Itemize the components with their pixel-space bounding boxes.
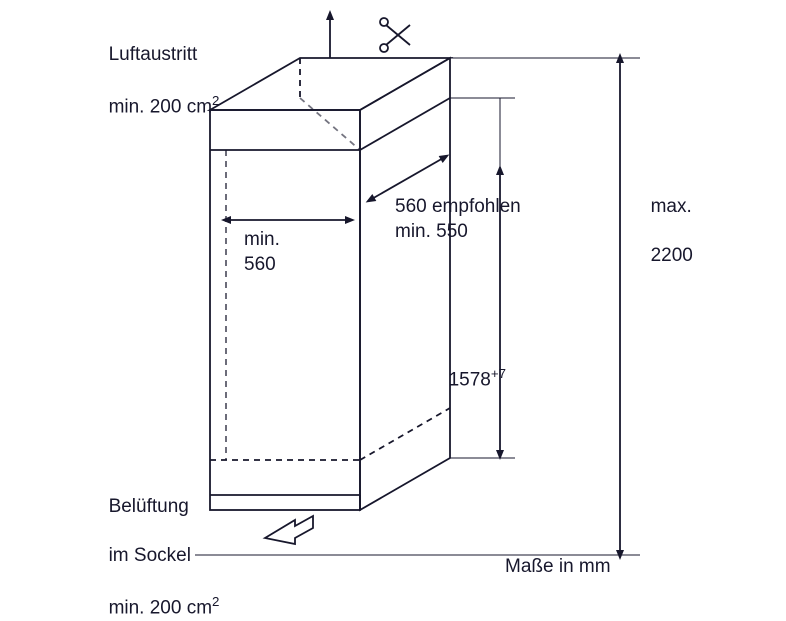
ventilation-label: Belüftung im Sockel min. 200 cm2 (98, 470, 219, 621)
air-outlet-sup: 2 (212, 93, 219, 108)
height-inner-value: 1578 (449, 369, 491, 390)
units-label: Maße in mm (505, 555, 611, 580)
air-outlet-label: Luftaustritt min. 200 cm2 (98, 18, 219, 120)
depth-rec-label: 560 empfohlen (395, 195, 521, 220)
ventilation-line2: im Sockel (109, 545, 191, 566)
ventilation-line1: Belüftung (109, 496, 189, 517)
ventilation-line3: min. 200 cm (109, 598, 212, 619)
width-min-label: min. 560 (244, 228, 280, 277)
ventilation-sup: 2 (212, 594, 219, 609)
height-max-label: max. 2200 (640, 170, 693, 269)
air-outlet-line2: min. 200 cm (109, 96, 212, 117)
height-inner-sup: +7 (491, 366, 506, 381)
air-outlet-line1: Luftaustritt (109, 44, 198, 65)
technical-drawing: Luftaustritt min. 200 cm2 min. 560 560 e… (0, 0, 786, 587)
height-max-line1: max. (651, 196, 692, 217)
height-max-line2: 2200 (651, 245, 693, 266)
depth-min-label: min. 550 (395, 220, 468, 245)
height-inner-label: 1578+7 (438, 340, 506, 393)
